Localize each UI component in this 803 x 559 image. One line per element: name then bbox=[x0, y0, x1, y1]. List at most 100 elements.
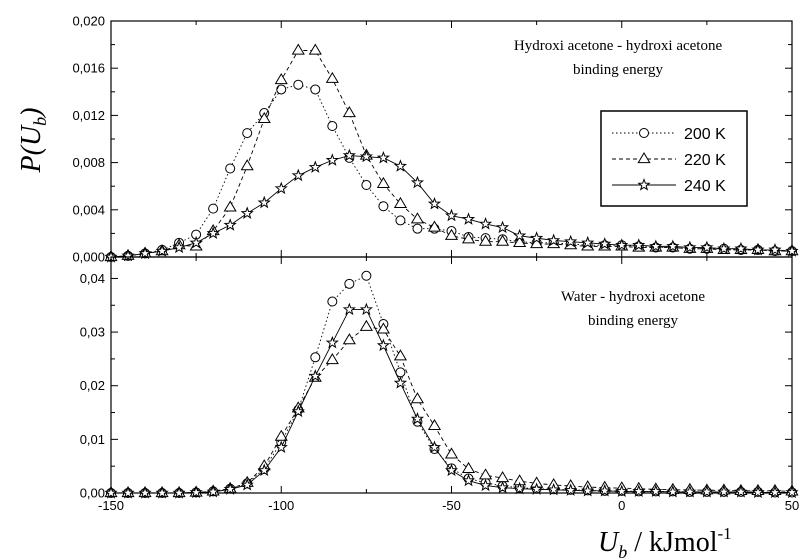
top-point-240K bbox=[376, 150, 390, 164]
top-point-240K bbox=[189, 235, 203, 249]
top-point-240K bbox=[683, 240, 697, 254]
top-point-220K bbox=[223, 200, 237, 212]
top-point-240K bbox=[291, 168, 305, 182]
top-point-200K bbox=[412, 223, 423, 234]
top-ytick-label: 0,008 bbox=[72, 155, 105, 170]
bottom-point-240K bbox=[615, 484, 629, 498]
x-tick-label: 50 bbox=[785, 498, 799, 513]
x-tick-label: -150 bbox=[98, 498, 124, 513]
top-point-240K bbox=[700, 240, 714, 254]
top-point-220K bbox=[427, 220, 442, 232]
top-ytick-label: 0,020 bbox=[72, 14, 105, 29]
legend-label-240K: 240 K bbox=[684, 178, 726, 195]
bottom-point-220K bbox=[376, 322, 390, 334]
bottom-point-200K bbox=[361, 270, 372, 281]
bottom-point-240K bbox=[172, 486, 186, 499]
bottom-annotation-line2: binding energy bbox=[588, 313, 679, 329]
bottom-point-240K bbox=[530, 482, 544, 495]
top-point-240K bbox=[513, 228, 527, 242]
top-point-200K bbox=[395, 215, 406, 226]
bottom-point-240K bbox=[155, 486, 169, 499]
bottom-point-240K bbox=[513, 481, 527, 495]
bottom-point-240K bbox=[547, 482, 561, 496]
top-point-200K bbox=[225, 163, 236, 174]
bottom-point-240K bbox=[751, 485, 765, 499]
top-annotation-line1: Hydroxi acetone - hydroxi acetone bbox=[514, 38, 723, 54]
top-point-200K bbox=[361, 180, 372, 191]
x-tick-label: -50 bbox=[442, 498, 461, 513]
bottom-ytick-label: 0,03 bbox=[80, 325, 105, 340]
bottom-point-240K bbox=[342, 302, 356, 316]
bottom-point-220K bbox=[359, 319, 373, 331]
bottom-point-200K bbox=[344, 278, 355, 289]
top-point-240K bbox=[359, 149, 373, 163]
bottom-point-220K bbox=[410, 392, 425, 404]
top-point-240K bbox=[649, 239, 663, 252]
top-point-240K bbox=[581, 235, 595, 249]
bottom-point-240K bbox=[376, 338, 390, 352]
top-ytick-label: 0,000 bbox=[72, 250, 105, 265]
bottom-point-240K bbox=[734, 484, 748, 498]
top-axis-ticks: 0,000 0,004 0,008 0,012 0,016 0,020 bbox=[72, 14, 793, 265]
legend-marker-240K bbox=[637, 178, 651, 191]
top-ytick-label: 0,004 bbox=[72, 202, 105, 217]
top-point-200K bbox=[242, 128, 253, 139]
top-point-220K bbox=[495, 234, 510, 246]
top-point-240K bbox=[274, 181, 288, 195]
top-point-240K bbox=[785, 244, 799, 257]
top-point-240K bbox=[632, 238, 646, 251]
top-point-240K bbox=[155, 244, 169, 257]
top-point-220K bbox=[513, 235, 527, 247]
legend-label-200K: 200 K bbox=[684, 126, 726, 143]
top-point-240K bbox=[138, 246, 152, 260]
bottom-ytick-label: 0,00 bbox=[80, 486, 105, 501]
bottom-point-240K bbox=[240, 478, 254, 491]
bottom-point-220K bbox=[461, 461, 476, 473]
top-point-220K bbox=[291, 43, 305, 55]
bottom-series-line-200K bbox=[111, 275, 792, 494]
top-point-220K bbox=[342, 106, 356, 118]
bottom-point-240K bbox=[649, 484, 663, 498]
top-annotation-line2: binding energy bbox=[573, 62, 664, 78]
top-point-220K bbox=[274, 73, 288, 85]
bottom-point-240K bbox=[206, 484, 220, 498]
top-panel: 0,000 0,004 0,008 0,012 0,016 0,020 Hydroxi a… bbox=[72, 14, 799, 265]
x-axis-label-sub: b bbox=[618, 542, 627, 559]
legend-marker-200K bbox=[639, 128, 649, 138]
bottom-point-240K bbox=[138, 486, 152, 499]
top-point-240K bbox=[734, 241, 748, 255]
top-point-240K bbox=[717, 241, 731, 255]
bottom-ytick-label: 0,01 bbox=[80, 432, 105, 447]
top-point-220K bbox=[308, 43, 322, 55]
bottom-point-240K bbox=[478, 478, 493, 492]
bottom-point-240K bbox=[223, 482, 237, 495]
bottom-point-240K bbox=[274, 440, 288, 454]
top-series-line-220K bbox=[110, 50, 792, 258]
x-tick-label: 0 bbox=[618, 498, 625, 513]
top-series-group bbox=[104, 43, 799, 263]
legend-marker-220K bbox=[637, 152, 651, 164]
legend-label-220K: 220 K bbox=[684, 152, 726, 169]
top-point-240K bbox=[751, 242, 765, 256]
top-ytick-label: 0,016 bbox=[72, 61, 105, 76]
top-point-240K bbox=[427, 196, 442, 210]
x-axis-label: Ub / kJmol-1 bbox=[598, 524, 732, 559]
top-point-240K bbox=[240, 206, 254, 219]
top-point-200K bbox=[208, 203, 219, 214]
y-axis-label-sub: b bbox=[30, 117, 50, 126]
bottom-point-220K bbox=[393, 349, 408, 361]
top-point-220K bbox=[325, 71, 339, 83]
y-axis-label-close: ) bbox=[16, 108, 47, 119]
bottom-point-240K bbox=[359, 302, 373, 316]
top-point-240K bbox=[393, 159, 408, 172]
x-axis-label-unit: / kJmol bbox=[627, 527, 717, 558]
top-point-240K bbox=[206, 226, 220, 240]
top-point-240K bbox=[666, 239, 680, 252]
bottom-point-240K bbox=[683, 484, 697, 498]
bottom-point-220K bbox=[427, 418, 442, 431]
top-point-240K bbox=[172, 240, 186, 254]
top-point-240K bbox=[410, 175, 425, 189]
top-point-240K bbox=[257, 195, 271, 209]
top-point-240K bbox=[461, 212, 476, 225]
